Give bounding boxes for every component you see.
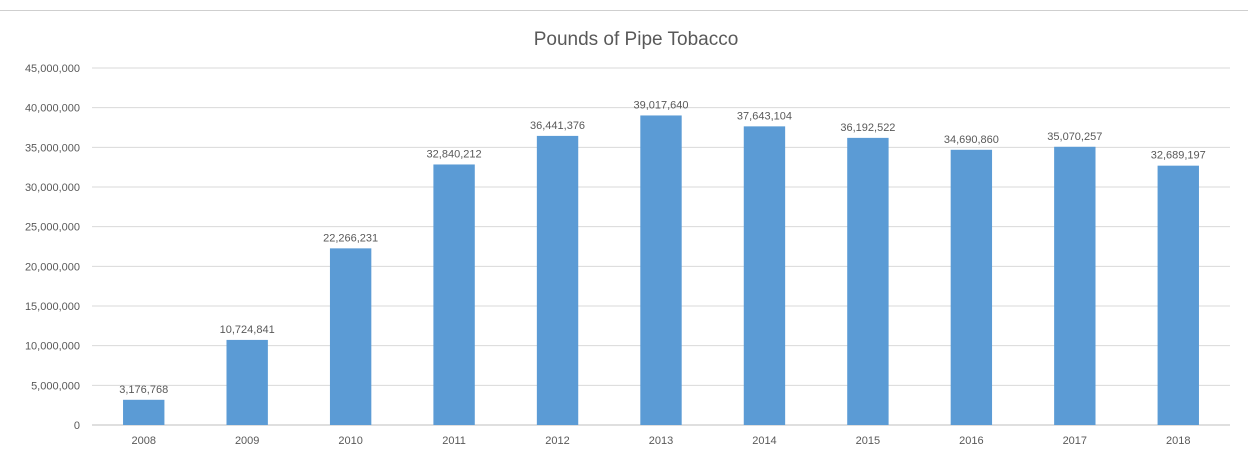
x-tick-label: 2010 xyxy=(338,435,362,447)
x-tick-label: 2008 xyxy=(131,435,155,447)
bar xyxy=(536,135,579,425)
x-tick-label: 2018 xyxy=(1166,435,1190,447)
bar xyxy=(123,399,165,425)
data-labels: 3,176,768 10,724,841 22,266,231 32,840,212 3… xyxy=(119,99,1206,395)
data-label: 36,441,376 xyxy=(530,120,585,132)
bars xyxy=(123,115,1199,426)
x-tick-label: 2014 xyxy=(752,435,776,447)
data-label: 32,840,212 xyxy=(427,148,482,160)
y-tick-label: 10,000,000 xyxy=(25,341,80,353)
x-axis: 2008 2009 2010 2011 2012 2013 2014 2015 2016 2017… xyxy=(131,435,1190,447)
bar xyxy=(640,115,682,425)
data-label: 37,643,104 xyxy=(737,110,792,122)
y-tick-label: 15,000,000 xyxy=(25,301,80,313)
bar xyxy=(847,137,889,425)
y-tick-label: 30,000,000 xyxy=(25,182,80,194)
bar xyxy=(743,126,786,425)
bar xyxy=(950,149,993,426)
gridlines xyxy=(92,67,1230,426)
data-label: 36,192,522 xyxy=(840,122,895,134)
y-tick-label: 25,000,000 xyxy=(25,222,80,234)
x-tick-label: 2011 xyxy=(442,435,466,447)
y-tick-label: 35,000,000 xyxy=(25,142,80,154)
x-tick-label: 2009 xyxy=(235,435,259,447)
bar xyxy=(1054,146,1096,426)
top-divider xyxy=(0,10,1248,11)
data-label: 3,176,768 xyxy=(119,384,168,396)
bar xyxy=(433,164,475,425)
y-tick-label: 20,000,000 xyxy=(25,261,80,273)
data-label: 10,724,841 xyxy=(220,324,275,336)
bar xyxy=(226,339,268,425)
y-tick-label: 0 xyxy=(74,420,80,432)
data-label: 35,070,257 xyxy=(1047,131,1102,143)
y-axis: 0 5,000,000 10,000,000 15,000,000 20,000,000… xyxy=(25,63,80,432)
y-tick-label: 40,000,000 xyxy=(25,103,80,115)
bar xyxy=(1157,165,1199,425)
y-tick-label: 45,000,000 xyxy=(25,63,80,75)
x-tick-label: 2017 xyxy=(1063,435,1087,447)
data-label: 34,690,860 xyxy=(944,134,999,146)
bar xyxy=(329,248,372,425)
x-tick-label: 2012 xyxy=(545,435,569,447)
x-tick-label: 2013 xyxy=(649,435,673,447)
chart-title: Pounds of Pipe Tobacco xyxy=(534,29,739,50)
data-label: 39,017,640 xyxy=(633,99,688,111)
y-tick-label: 5,000,000 xyxy=(31,380,80,392)
data-label: 32,689,197 xyxy=(1151,150,1206,162)
x-tick-label: 2015 xyxy=(856,435,880,447)
x-tick-label: 2016 xyxy=(959,435,983,447)
data-label: 22,266,231 xyxy=(323,232,378,244)
